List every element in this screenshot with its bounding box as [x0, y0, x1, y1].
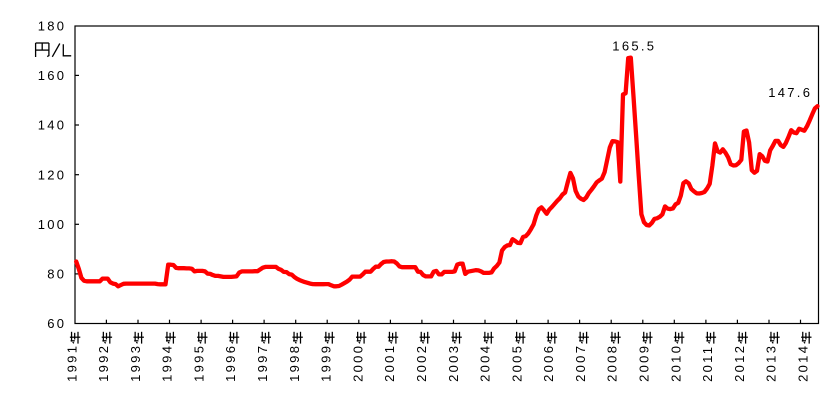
- svg-text:1991: 1991: [64, 344, 79, 382]
- svg-text:1998: 1998: [287, 344, 302, 382]
- svg-text:165.5: 165.5: [612, 38, 656, 53]
- svg-text:1997: 1997: [255, 344, 270, 382]
- svg-text:1992: 1992: [96, 344, 111, 382]
- svg-text:1993: 1993: [128, 344, 143, 382]
- svg-text:147.6: 147.6: [768, 85, 812, 100]
- svg-text:100: 100: [38, 217, 67, 232]
- svg-text:2000: 2000: [350, 344, 365, 382]
- svg-text:2012: 2012: [732, 344, 747, 382]
- svg-text:2005: 2005: [509, 344, 524, 382]
- svg-text:2014: 2014: [796, 344, 811, 382]
- svg-text:80: 80: [47, 267, 66, 282]
- svg-text:2001: 2001: [382, 344, 397, 382]
- svg-text:1994: 1994: [160, 344, 175, 382]
- svg-text:2002: 2002: [414, 344, 429, 382]
- svg-text:2013: 2013: [764, 344, 779, 382]
- svg-text:2004: 2004: [478, 344, 493, 382]
- svg-text:2007: 2007: [573, 344, 588, 382]
- svg-text:2003: 2003: [446, 344, 461, 382]
- svg-text:2011: 2011: [700, 345, 715, 382]
- svg-text:2006: 2006: [541, 344, 556, 382]
- svg-text:1995: 1995: [192, 344, 207, 382]
- svg-text:60: 60: [47, 316, 66, 331]
- svg-text:120: 120: [38, 167, 67, 182]
- svg-text:2010: 2010: [668, 344, 683, 382]
- svg-text:140: 140: [38, 118, 67, 133]
- svg-text:160: 160: [38, 68, 67, 83]
- svg-text:2008: 2008: [605, 344, 620, 382]
- svg-text:2009: 2009: [637, 344, 652, 382]
- svg-text:1999: 1999: [319, 344, 334, 382]
- svg-text:1996: 1996: [223, 344, 238, 382]
- svg-text:180: 180: [38, 19, 67, 34]
